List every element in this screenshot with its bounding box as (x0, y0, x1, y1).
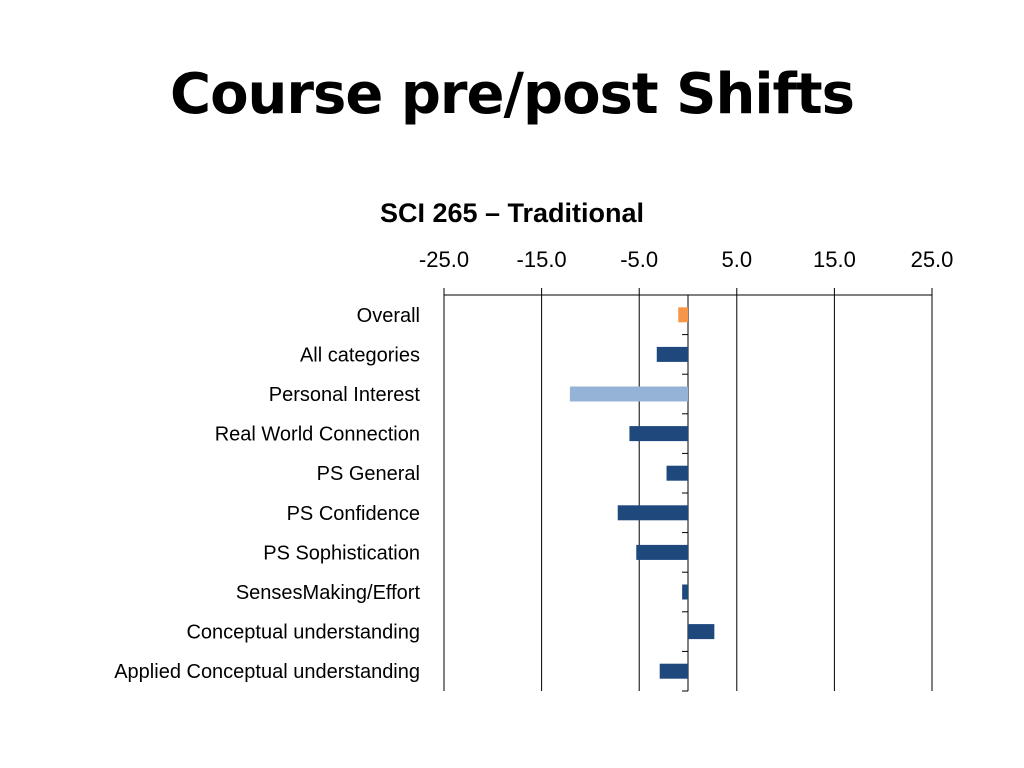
bar (659, 663, 688, 679)
category-label: PS Sophistication (263, 542, 420, 564)
category-label: Applied Conceptual understanding (114, 661, 420, 683)
category-label: Overall (357, 305, 420, 327)
category-label: All categories (300, 344, 420, 366)
page-title: Course pre/post Shifts (169, 62, 855, 127)
category-label: Personal Interest (269, 384, 421, 406)
bar (617, 505, 688, 521)
category-label: Real World Connection (215, 424, 420, 446)
bar (678, 307, 688, 323)
x-tick-label: 5.0 (722, 247, 753, 272)
x-tick-label: -15.0 (517, 247, 567, 272)
x-tick-label: 25.0 (911, 247, 954, 272)
bar (656, 346, 688, 362)
category-label: SensesMaking/Effort (236, 582, 421, 604)
bars (569, 307, 715, 679)
x-tick-label: -5.0 (620, 247, 658, 272)
category-label: Conceptual understanding (186, 622, 420, 644)
bar (682, 584, 688, 600)
bar (569, 386, 688, 402)
bar (636, 544, 688, 560)
category-labels: Overall All categories Personal Interest Re… (114, 305, 420, 683)
x-tick-label: 15.0 (813, 247, 856, 272)
bar (688, 624, 715, 640)
x-tick-label: -25.0 (419, 247, 469, 272)
category-label: PS Confidence (287, 503, 420, 525)
category-label: PS General (317, 463, 420, 485)
bar (666, 465, 688, 481)
gridlines (443, 295, 933, 691)
bar (629, 426, 688, 442)
x-axis: -25.0 -15.0 -5.0 5.0 15.0 25.0 (419, 247, 954, 296)
chart-title: SCI 265 – Traditional (380, 198, 644, 228)
